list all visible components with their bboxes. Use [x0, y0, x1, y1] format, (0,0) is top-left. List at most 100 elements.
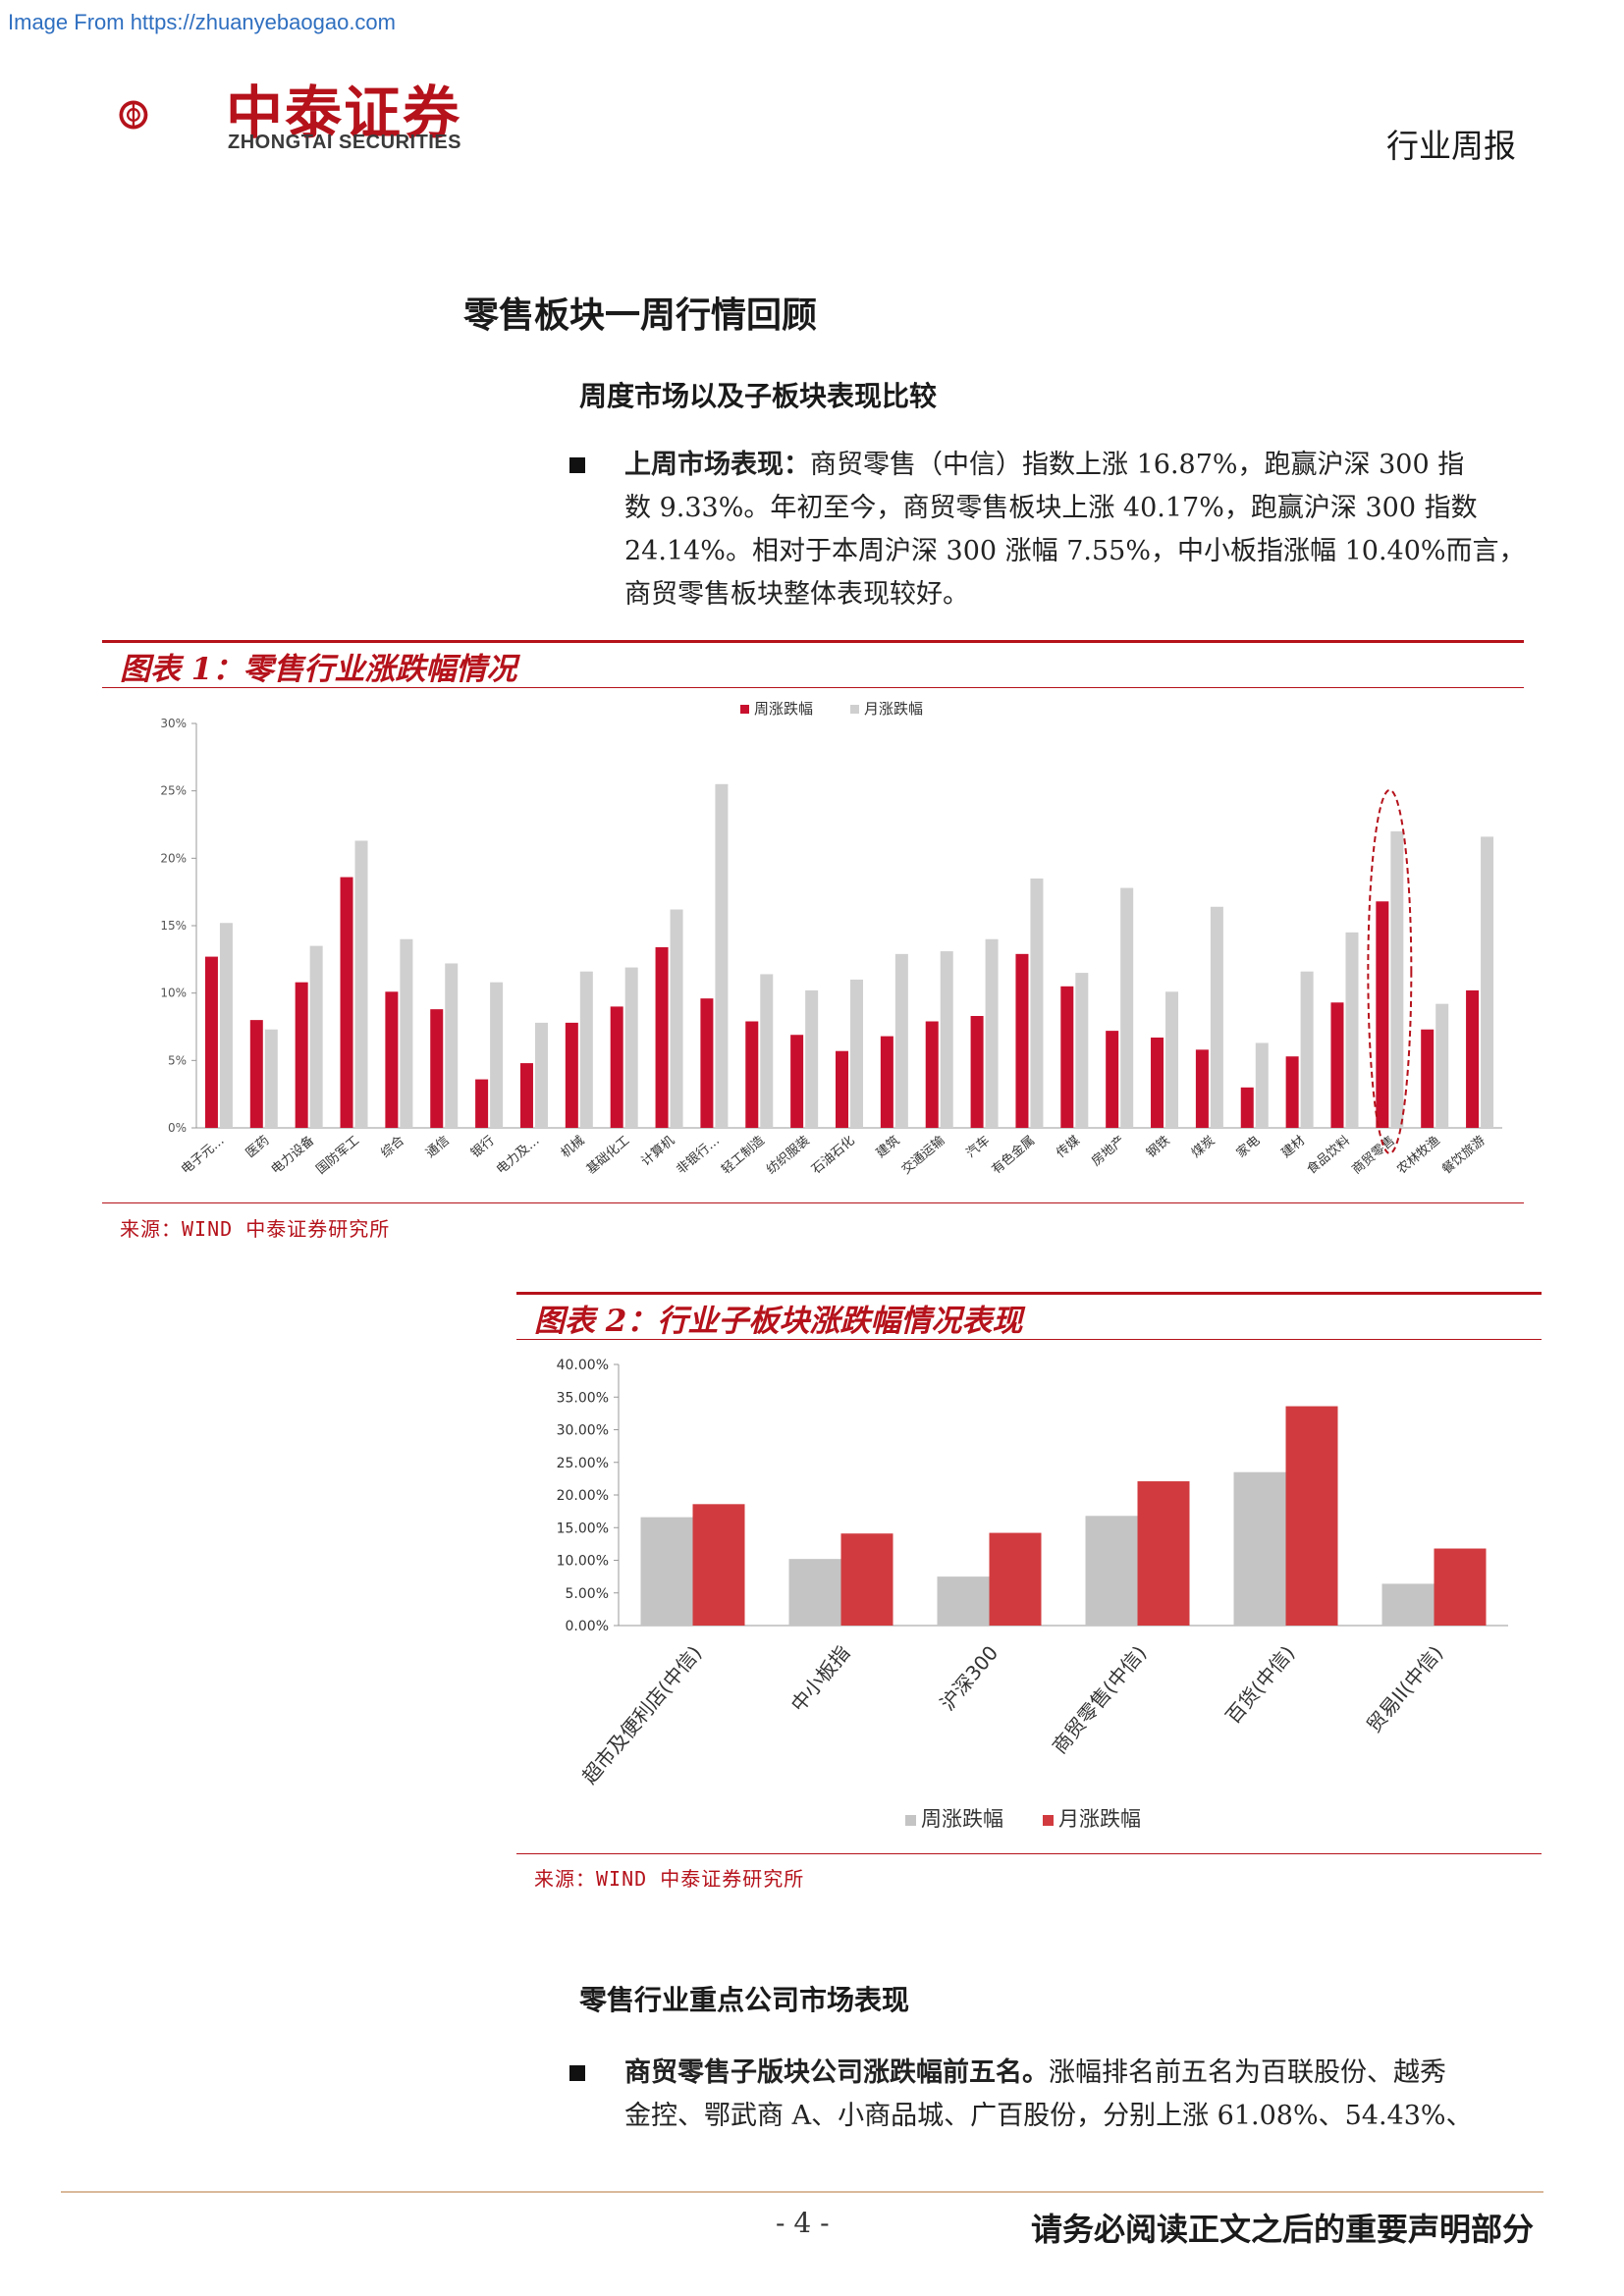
bar-month — [1075, 973, 1089, 1128]
bar-week — [836, 1050, 848, 1128]
bar-week — [1466, 989, 1480, 1128]
x-tick-label: 传媒 — [1054, 1134, 1083, 1161]
bar-week — [249, 1020, 263, 1128]
bar-week — [1240, 1087, 1254, 1128]
x-tick-label: 石油石化 — [809, 1134, 857, 1178]
bar-month — [1210, 906, 1223, 1128]
bar-month — [354, 840, 368, 1128]
bar-month — [940, 951, 953, 1128]
figure1-top-rule — [102, 640, 1524, 643]
x-tick-label: 贸易II(中信) — [1362, 1641, 1447, 1737]
bar-month — [985, 938, 999, 1128]
bullet-square-icon — [569, 457, 585, 473]
figure1-source: 来源：WIND 中泰证券研究所 — [120, 1217, 391, 1241]
x-tick-label: 商贸零售 — [1349, 1133, 1398, 1178]
bar-week — [204, 956, 218, 1128]
legend-label-week: 周涨跌幅 — [921, 1807, 1003, 1831]
document-type: 行业周报 — [1386, 127, 1516, 165]
x-tick-label: 电力设备 — [268, 1133, 317, 1178]
bar-week — [610, 1006, 623, 1128]
x-tick-label: 纺织服装 — [764, 1134, 812, 1178]
paragraph-line: 商贸零售板块整体表现较好。 — [624, 579, 969, 610]
bar-month — [715, 783, 729, 1128]
bar-month — [1390, 830, 1404, 1128]
y-tick-label: 30.00% — [557, 1423, 609, 1439]
source-watermark: Image From https://zhuanyebaogao.com — [8, 10, 396, 34]
x-tick-label: 医药 — [244, 1134, 273, 1161]
bar-month — [805, 989, 819, 1128]
bar-week — [519, 1063, 533, 1128]
x-tick-label: 有色金属 — [989, 1133, 1038, 1178]
figure2-top-rule — [516, 1292, 1542, 1295]
y-tick-label: 35.00% — [557, 1390, 609, 1406]
logo-wordmark-en: ZHONGTAI SECURITIES — [228, 132, 462, 153]
subsector-returns-bar-chart: 0.00% 5.00% 10.00% 15.00% 20.00% 25.00% 30.00%… — [557, 1358, 1508, 1831]
bar-week — [655, 946, 669, 1128]
bar-month — [1345, 932, 1359, 1128]
y-tick-label: 40.00% — [557, 1358, 609, 1373]
bar-week — [1106, 1031, 1119, 1128]
x-tick-label: 食品饮料 — [1304, 1133, 1353, 1178]
bar-week — [340, 877, 353, 1128]
bar-month — [309, 945, 323, 1128]
bar-month — [534, 1022, 548, 1128]
logo-wordmark-cn: 中泰证券 — [226, 80, 462, 146]
figure1-title-rule — [102, 687, 1524, 688]
y-tick-label: 15.00% — [557, 1521, 609, 1536]
y-tick-label: 20% — [160, 851, 187, 865]
x-tick-label: 家电 — [1233, 1133, 1263, 1161]
x-tick-label: 建材 — [1279, 1134, 1309, 1161]
x-tick-label: 煤炭 — [1189, 1134, 1218, 1161]
bar-month — [400, 938, 413, 1128]
x-tick-label: 综合 — [378, 1134, 407, 1161]
bar-week — [295, 982, 308, 1128]
x-tick-label: 餐饮旅游 — [1439, 1133, 1489, 1178]
x-tick-label: 超市及便利店(中信) — [577, 1641, 706, 1789]
x-tick-label: 计算机 — [639, 1134, 678, 1170]
bar-week — [1285, 1056, 1299, 1128]
bar-month — [670, 909, 683, 1128]
bar-week — [385, 991, 399, 1128]
market-performance-paragraph: 上周市场表现：商贸零售（中信）指数上涨 16.87%，跑赢沪深 300 指 数 … — [624, 444, 1528, 616]
paragraph-line: 24.14%。相对于本周沪深 300 涨幅 7.55%，中小板指涨幅 10.40… — [624, 536, 1526, 566]
bar-month — [445, 963, 459, 1128]
bar-month — [1434, 1548, 1487, 1626]
bar-month — [264, 1029, 278, 1128]
paragraph-text: 商贸零售（中信）指数上涨 16.87%，跑赢沪深 300 指 — [810, 450, 1465, 480]
bar-week — [790, 1035, 804, 1128]
bar-week — [970, 1016, 984, 1128]
bar-week — [565, 1022, 578, 1128]
paragraph-line: 数 9.33%。年初至今，商贸零售板块上涨 40.17%，跑赢沪深 300 指数 — [624, 493, 1478, 523]
bar-week — [788, 1559, 841, 1626]
legend-label-week: 周涨跌幅 — [754, 700, 813, 718]
footer-disclaimer: 请务必阅读正文之后的重要声明部分 — [1030, 2211, 1534, 2248]
x-tick-label: 沪深300 — [936, 1641, 1003, 1715]
figure2-title-rule — [516, 1339, 1542, 1340]
y-tick-label: 5% — [168, 1053, 187, 1067]
bar-month — [1030, 878, 1044, 1128]
y-tick-label: 25% — [160, 784, 187, 798]
section2-subtitle: 零售行业重点公司市场表现 — [579, 1984, 910, 2016]
x-tick-label: 银行 — [468, 1134, 498, 1161]
page-number: - 4 - — [776, 2207, 830, 2239]
x-tick-label: 商贸零售(中信) — [1048, 1641, 1152, 1758]
bar-month — [624, 967, 638, 1128]
bar-month — [692, 1504, 745, 1626]
bar-month — [850, 979, 863, 1128]
x-tick-label: 汽车 — [963, 1133, 993, 1161]
section-title: 零售板块一周行情回顾 — [463, 294, 818, 336]
bar-month — [760, 974, 774, 1128]
x-tick-label: 通信 — [423, 1134, 453, 1161]
paragraph-line: 商贸零售子版块公司涨跌幅前五名。涨幅排名前五名为百联股份、越秀 — [624, 2052, 1528, 2095]
bar-week — [1015, 953, 1029, 1128]
x-tick-label: 国防军工 — [313, 1133, 362, 1178]
y-tick-label: 25.00% — [557, 1456, 609, 1471]
x-tick-label: 基础化工 — [584, 1134, 632, 1178]
bar-week — [1421, 1029, 1435, 1128]
bar-month — [1435, 1003, 1449, 1128]
bar-week — [1151, 1037, 1164, 1128]
bar-month — [894, 953, 908, 1128]
bar-week — [1060, 986, 1074, 1128]
paragraph-line: 金控、鄂武商 A、小商品城、广百股份，分别上涨 61.08%、54.43%、 — [624, 2101, 1473, 2131]
